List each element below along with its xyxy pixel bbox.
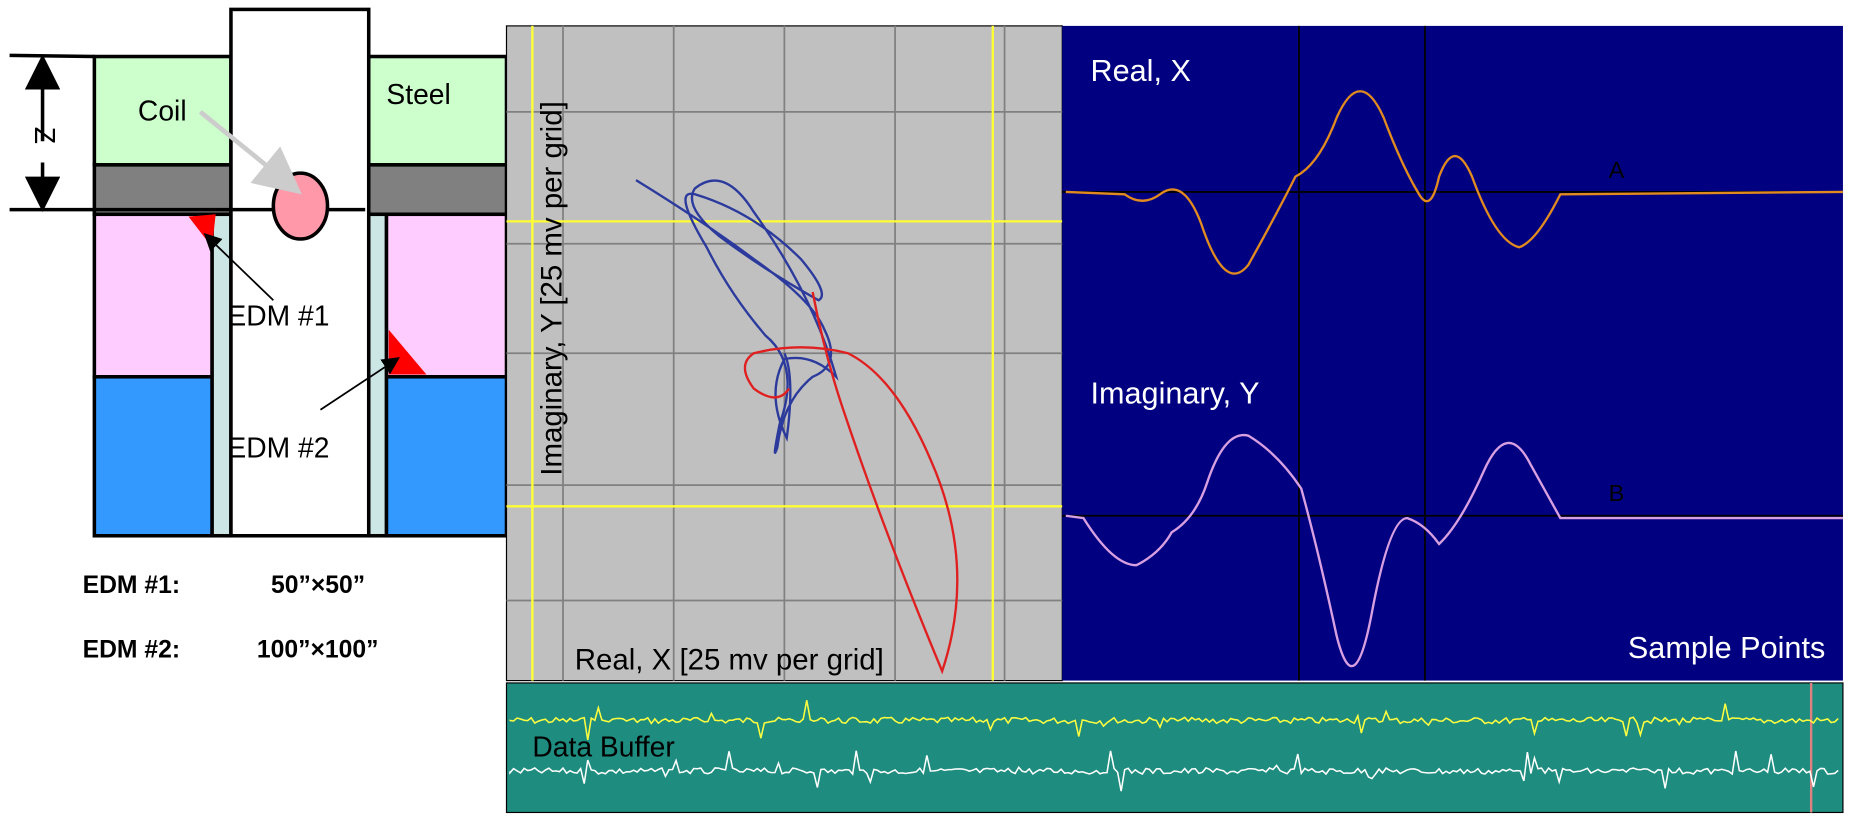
band <box>366 163 509 217</box>
steel-label: Steel <box>386 78 450 110</box>
trace-panel <box>1062 25 1843 681</box>
real-trace <box>1065 90 1843 275</box>
spec-size: 50”×50” <box>271 572 365 599</box>
pointer <box>203 233 274 301</box>
pointer <box>319 357 400 411</box>
coil <box>271 171 330 241</box>
buffer-trace <box>509 750 1839 792</box>
coil-block <box>92 54 233 167</box>
pointer <box>198 110 302 195</box>
trace-xy <box>635 179 839 454</box>
edm1-label: EDM #1 <box>227 299 329 331</box>
imaginary-trace <box>1065 433 1843 668</box>
lissajous-panel <box>505 25 1063 682</box>
marker: A <box>1609 157 1625 183</box>
buffer-trace <box>509 700 1839 741</box>
probe <box>229 7 371 538</box>
tube-wall <box>210 212 233 538</box>
spec-size: 100”×100” <box>257 637 379 664</box>
marker: B <box>1609 480 1625 506</box>
x-axis-label: Sample Points <box>1628 631 1825 665</box>
band <box>92 163 233 217</box>
reference-line <box>9 53 95 59</box>
blue-block <box>92 375 214 538</box>
grid <box>506 25 1063 681</box>
coil-label: Coil <box>138 95 187 127</box>
real-label: Real, X <box>1091 54 1191 88</box>
panel-bg <box>1062 25 1843 681</box>
steel-block <box>366 54 509 167</box>
threshold <box>506 25 1063 681</box>
panel-bg <box>505 682 1844 814</box>
trace-xy <box>743 291 959 675</box>
probe-diagram <box>9 7 509 538</box>
y-axis-label: Imaginary, Y [25 mv per grid] <box>535 101 568 475</box>
blue-block <box>384 375 509 538</box>
x-axis-label: Real, X [25 mv per grid] <box>575 644 884 677</box>
pink-block <box>92 212 214 379</box>
z-label: Z <box>29 127 61 144</box>
imaginary-label: Imaginary, Y <box>1091 377 1260 411</box>
buffer-title: Data Buffer <box>532 730 674 762</box>
spec-name: EDM #2: <box>83 637 181 664</box>
spec-name: EDM #1: <box>83 572 181 599</box>
data-buffer <box>505 682 1844 814</box>
edm2-label: EDM #2 <box>227 431 329 463</box>
